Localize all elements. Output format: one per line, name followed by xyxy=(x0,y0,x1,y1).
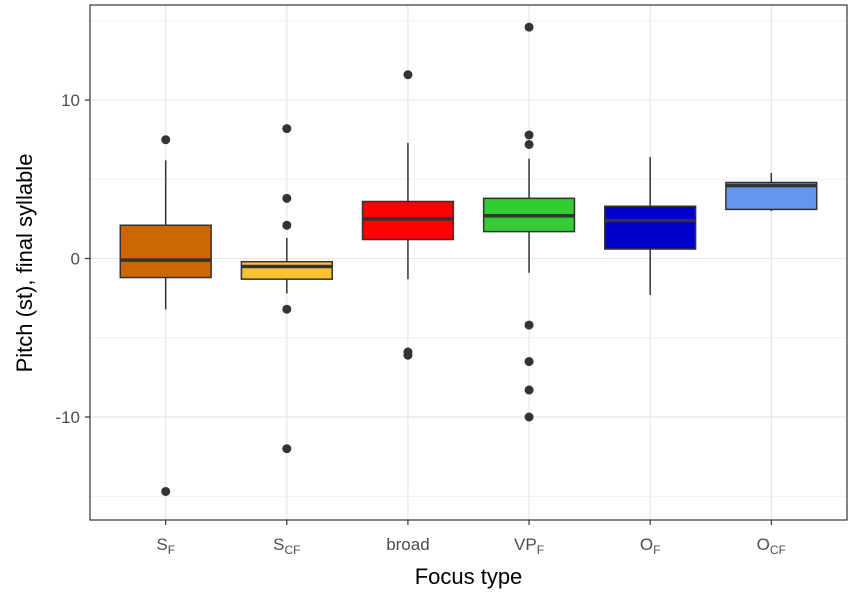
plot-border xyxy=(89,4,848,521)
x-axis-title: Focus type xyxy=(415,564,523,589)
box xyxy=(119,224,212,279)
outlier-point xyxy=(524,385,534,395)
box xyxy=(604,205,697,250)
box-group xyxy=(361,70,455,360)
outlier-point xyxy=(282,304,292,314)
y-tick-label: -10 xyxy=(55,408,80,427)
outlier-point xyxy=(161,486,171,496)
outlier-point xyxy=(282,193,292,203)
outlier-point xyxy=(524,130,534,140)
outlier-point xyxy=(282,444,292,454)
y-axis: -10 0 10 xyxy=(55,91,90,427)
box-group xyxy=(240,124,333,454)
outlier-point xyxy=(524,22,534,32)
x-tick-label: VPF xyxy=(514,535,544,557)
x-tick-label: OCF xyxy=(757,535,786,557)
boxes xyxy=(119,22,818,496)
x-axis: SF SCF broad VPF OF OCF xyxy=(156,520,786,557)
outlier-point xyxy=(524,320,534,330)
y-axis-title: Pitch (st), final syllable xyxy=(12,154,37,373)
outlier-point xyxy=(524,357,534,367)
y-tick-label: 0 xyxy=(71,250,80,269)
x-tick-label: SF xyxy=(156,535,175,557)
outlier-point xyxy=(403,350,413,360)
outlier-point xyxy=(161,135,171,145)
grid-minor xyxy=(90,20,847,497)
box-group xyxy=(482,22,576,422)
x-tick-label: OF xyxy=(640,535,661,557)
outlier-point xyxy=(524,139,534,149)
outlier-point xyxy=(282,220,292,230)
box-group xyxy=(725,172,818,211)
box-group xyxy=(119,135,212,496)
plot-panel xyxy=(90,5,847,520)
box xyxy=(240,260,333,280)
x-tick-label: broad xyxy=(386,535,429,554)
outlier-point xyxy=(403,70,413,80)
outlier-point xyxy=(282,124,292,134)
box-group xyxy=(604,157,697,295)
outlier-point xyxy=(524,412,534,422)
x-tick-label: SCF xyxy=(273,535,300,557)
y-tick-label: 10 xyxy=(61,91,80,110)
